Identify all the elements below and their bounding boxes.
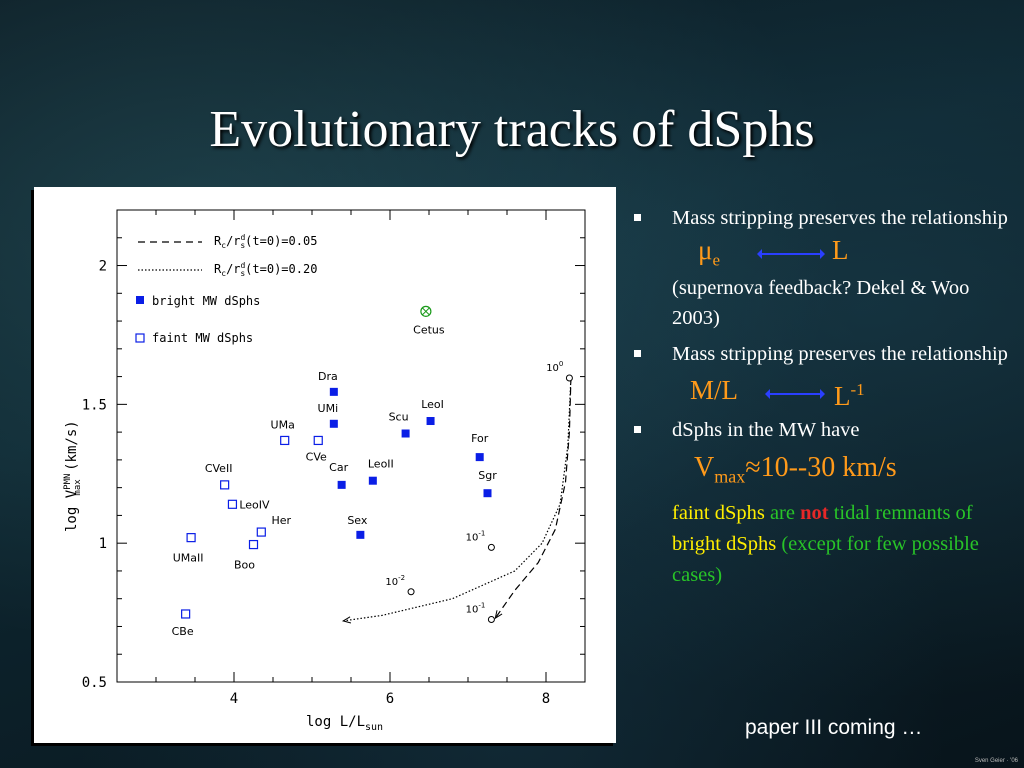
track-arrowhead-icon [494, 610, 503, 620]
double-arrow-icon [765, 389, 825, 399]
conclusion-text: faint dSphs are not tidal remnants of br… [672, 501, 979, 586]
point-label: LeoI [421, 398, 444, 411]
point-label: Sex [347, 514, 368, 527]
track-time-label: 100 [546, 360, 563, 374]
bright-dsph-marker [401, 429, 410, 438]
relation-l-label: L [832, 235, 849, 265]
bright-dsph-marker [337, 480, 346, 489]
point-label: UMaII [173, 552, 204, 565]
bullet-marker [634, 350, 641, 357]
legend: Rc/rd s(t=0)=0.05 Rc/rd s(t=0)=0.20 bright… [135, 233, 317, 345]
bullet-list: Mass stripping preserves the relationshi… [632, 203, 1017, 591]
bullet-text-1: Mass stripping preserves the relationshi… [672, 207, 1008, 229]
cetus-marker [420, 305, 432, 317]
faint-dsph-marker [227, 499, 238, 509]
point-label: LeoII [368, 458, 394, 471]
track-time-marker [407, 588, 415, 596]
legend-dotted-label: Rc/rd s(t=0)=0.20 [214, 261, 317, 278]
bright-dsph-marker [329, 387, 338, 396]
cetus-marker-cross [422, 307, 430, 316]
point-label: Boo [234, 559, 255, 572]
track-time-marker [487, 543, 495, 551]
relation-mu-label: μe [698, 235, 721, 270]
bullet-item-1: Mass stripping preserves the relationshi… [632, 203, 1017, 233]
y-tick-label: 1.5 [82, 397, 107, 413]
faint-dsph-marker [248, 539, 259, 550]
point-label: Car [329, 461, 348, 474]
bright-dsph-marker [483, 489, 492, 498]
y-tick-label: 1 [99, 536, 107, 552]
bullet-marker [634, 426, 641, 433]
x-tick-label: 4 [230, 691, 238, 707]
figure-panel: 4 6 8 0.5 1 1.5 2 100 10-1 10-2 10-1 Dra UMi Car Leo… [34, 187, 616, 743]
vmax-value: Vmax≈10--30 km/s [694, 452, 897, 487]
point-label: Her [272, 514, 292, 527]
faint-dsph-marker [220, 480, 230, 490]
y-tick-label: 2 [99, 259, 107, 275]
legend-dashed-label: Rc/rd s(t=0)=0.05 [214, 233, 317, 250]
point-label: CBe [172, 625, 194, 638]
point-label: Sgr [478, 469, 497, 482]
bullet-marker [634, 214, 641, 221]
bright-dsph-marker [356, 530, 365, 539]
bullet-note-1: (supernova feedback? Dekel & Woo 2003) [632, 273, 1017, 333]
faint-dsph-marker [181, 609, 191, 619]
image-credit: Sven Geier · '06 [974, 758, 1018, 764]
point-label: UMa [271, 418, 295, 431]
relation-ml-label: M/L [690, 375, 739, 405]
legend-faint-label: faint MW dSphs [152, 331, 253, 345]
track-time-marker [487, 616, 495, 624]
legend-bright-label: bright MW dSphs [152, 294, 260, 308]
data-points: Dra UMi Car LeoII Sex Scu LeoI For Sgr UMa CVe CVeI… [172, 305, 497, 638]
y-axis-label: log VPMNmax (km/s) [63, 420, 83, 532]
axis-ticks: 4 6 8 0.5 1 1.5 2 [82, 209, 586, 707]
faint-dsph-marker [313, 435, 323, 446]
point-label: LeoIV [239, 498, 270, 511]
track-time-marker [565, 374, 573, 382]
scatter-chart: 4 6 8 0.5 1 1.5 2 100 10-1 10-2 10-1 Dra UMi Car Leo… [63, 209, 586, 733]
double-arrow-icon [757, 249, 825, 259]
legend-bright-marker [136, 296, 144, 304]
point-label: Cetus [413, 323, 445, 336]
point-label: For [471, 432, 489, 445]
faint-dsph-marker [280, 435, 290, 446]
point-label: Dra [318, 370, 338, 383]
note-text: (supernova feedback? Dekel & Woo 2003) [672, 277, 970, 329]
relation-linv-label: L-1 [834, 380, 865, 411]
plot-frame [116, 209, 586, 683]
y-tick-label: 0.5 [82, 675, 107, 691]
faint-dsph-marker [256, 527, 266, 537]
point-label: CVe [306, 450, 327, 463]
relation-ml-l: M/L L-1 [632, 369, 1017, 411]
bullet-text-2: Mass stripping preserves the relationshi… [672, 343, 1008, 365]
track-time-label: 10-2 [385, 574, 405, 588]
bright-dsph-marker [329, 419, 338, 428]
faint-dsph-marker [186, 533, 196, 543]
point-label: UMi [318, 402, 339, 415]
slide-title: Evolutionary tracks of dSphs [209, 101, 815, 158]
bullet-item-2: Mass stripping preserves the relationshi… [632, 339, 1017, 369]
bright-dsph-marker [426, 417, 435, 426]
legend-faint-marker [135, 333, 145, 343]
bullet-text-3: dSphs in the MW have [672, 419, 860, 441]
relation-mu-l: μe L [632, 233, 1017, 273]
dashed-track-line [494, 376, 572, 619]
track-time-label: 10-1 [466, 602, 486, 616]
track-arrowhead-icon [341, 616, 352, 624]
paper-note: paper III coming … [745, 716, 923, 739]
evolution-tracks: 100 10-1 10-2 10-1 [341, 360, 573, 624]
x-tick-label: 8 [542, 691, 550, 707]
dotted-track-line [343, 376, 572, 622]
bright-dsph-marker [368, 476, 377, 485]
track-time-label: 10-1 [466, 529, 486, 543]
x-axis-label: log L/Lsun [306, 714, 383, 733]
bullet-item-3: dSphs in the MW have [632, 415, 1017, 445]
point-label: CVeII [205, 462, 233, 475]
x-tick-label: 6 [386, 691, 394, 707]
bright-dsph-marker [475, 453, 484, 462]
point-label: Scu [389, 411, 409, 424]
